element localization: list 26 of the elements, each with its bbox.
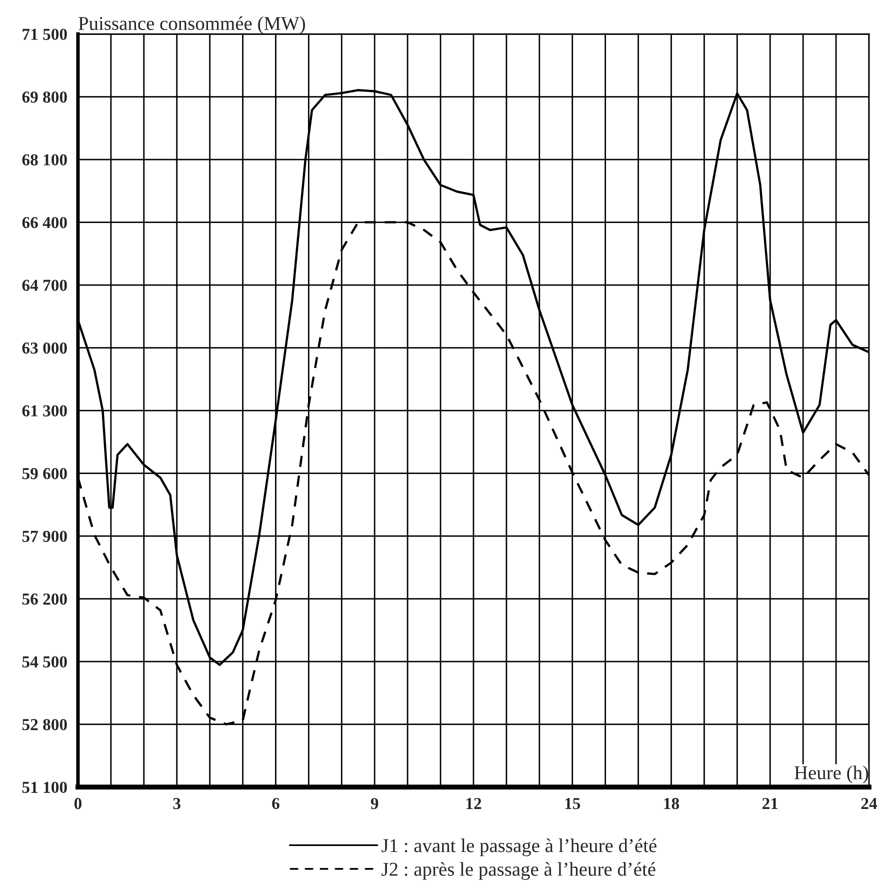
x-axis-title: Heure (h) <box>794 766 868 784</box>
x-tick-label: 3 <box>173 798 180 810</box>
y-axis-title: Puissance consommée (MW) <box>78 16 305 34</box>
legend-label: J1 : avant le passage à l’heure d’été <box>382 838 656 856</box>
y-tick-label: 61 300 <box>22 405 67 416</box>
legend-label: J2 : après le passage à l’heure d’été <box>382 862 656 880</box>
y-tick-label: 66 400 <box>22 216 67 228</box>
x-tick-label: 24 <box>861 798 878 810</box>
x-tick-label: 12 <box>466 798 482 810</box>
x-tick-label: 18 <box>664 798 680 810</box>
y-tick-label: 57 900 <box>22 530 67 542</box>
x-tick-label: 0 <box>74 798 82 810</box>
y-tick-label: 64 700 <box>22 280 67 291</box>
y-tick-label: 51 100 <box>22 782 67 793</box>
x-tick-label: 9 <box>370 798 378 810</box>
y-tick-label: 54 500 <box>22 656 67 668</box>
y-tick-label: 56 200 <box>22 593 67 605</box>
y-tick-label: 69 800 <box>22 91 67 103</box>
x-tick-label: 21 <box>762 798 778 810</box>
x-tick-label: 15 <box>565 798 580 810</box>
y-tick-label: 68 100 <box>22 154 67 166</box>
y-tick-label: 71 500 <box>22 28 67 40</box>
x-tick-label: 6 <box>272 798 280 810</box>
y-tick-label: 52 800 <box>22 718 67 730</box>
y-tick-label: 63 000 <box>22 342 67 354</box>
y-tick-label: 59 600 <box>22 468 67 480</box>
